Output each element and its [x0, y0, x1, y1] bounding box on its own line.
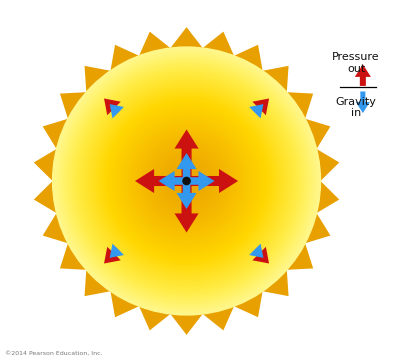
Circle shape [77, 72, 295, 290]
Circle shape [61, 56, 311, 306]
Circle shape [148, 143, 224, 219]
FancyArrowPatch shape [176, 184, 196, 209]
FancyArrowPatch shape [189, 171, 214, 191]
FancyArrowPatch shape [104, 98, 121, 115]
Circle shape [153, 148, 220, 214]
Circle shape [144, 139, 228, 223]
Polygon shape [34, 27, 339, 335]
Circle shape [97, 92, 275, 270]
Circle shape [95, 89, 277, 273]
FancyArrowPatch shape [135, 169, 183, 193]
FancyArrowPatch shape [158, 171, 183, 191]
Circle shape [180, 174, 193, 188]
Circle shape [79, 74, 293, 288]
Circle shape [86, 81, 286, 282]
Circle shape [75, 70, 297, 292]
Circle shape [168, 163, 204, 199]
Circle shape [106, 101, 266, 261]
Circle shape [90, 85, 282, 277]
Circle shape [104, 98, 268, 264]
Circle shape [59, 54, 313, 308]
Circle shape [166, 161, 206, 201]
Circle shape [99, 94, 273, 268]
Circle shape [110, 105, 262, 257]
Circle shape [128, 123, 244, 239]
Circle shape [66, 60, 306, 302]
Circle shape [135, 130, 237, 232]
Circle shape [155, 150, 217, 212]
Circle shape [133, 127, 240, 235]
Circle shape [121, 116, 251, 246]
Circle shape [115, 110, 257, 252]
Circle shape [108, 103, 264, 259]
Circle shape [164, 159, 208, 203]
FancyArrowPatch shape [104, 247, 121, 264]
Circle shape [146, 141, 226, 221]
Circle shape [101, 96, 271, 266]
FancyArrowPatch shape [189, 169, 238, 193]
Circle shape [137, 132, 235, 230]
Text: ©2014 Pearson Education, Inc.: ©2014 Pearson Education, Inc. [5, 351, 102, 356]
Circle shape [72, 67, 300, 295]
Circle shape [177, 172, 195, 190]
Circle shape [157, 152, 215, 210]
FancyArrowPatch shape [354, 64, 370, 86]
Circle shape [124, 118, 248, 244]
Circle shape [182, 177, 191, 185]
Circle shape [182, 177, 190, 185]
FancyArrowPatch shape [176, 153, 196, 178]
Circle shape [92, 87, 280, 275]
Circle shape [81, 76, 291, 286]
FancyArrowPatch shape [252, 98, 268, 115]
Circle shape [160, 154, 213, 208]
FancyArrowPatch shape [355, 92, 369, 113]
Circle shape [184, 179, 188, 183]
Circle shape [175, 170, 197, 192]
Text: Gravity
in: Gravity in [335, 97, 375, 118]
Circle shape [173, 168, 200, 194]
FancyArrowPatch shape [252, 247, 268, 264]
FancyArrowPatch shape [109, 104, 124, 118]
Circle shape [162, 156, 211, 206]
FancyArrowPatch shape [249, 244, 263, 258]
Circle shape [52, 47, 320, 315]
Circle shape [70, 65, 302, 297]
Circle shape [64, 58, 308, 304]
Circle shape [84, 78, 288, 284]
Circle shape [151, 145, 222, 217]
Circle shape [112, 107, 260, 255]
FancyArrowPatch shape [109, 244, 124, 258]
FancyArrowPatch shape [174, 184, 198, 232]
Text: Pressure
out: Pressure out [331, 52, 379, 74]
Circle shape [130, 125, 242, 237]
Circle shape [142, 136, 231, 226]
Circle shape [88, 83, 284, 279]
FancyArrowPatch shape [249, 104, 263, 118]
Circle shape [57, 51, 315, 311]
Circle shape [139, 134, 233, 228]
FancyArrowPatch shape [174, 130, 198, 178]
Circle shape [68, 63, 304, 299]
Circle shape [117, 112, 255, 250]
Circle shape [126, 121, 246, 241]
Circle shape [55, 49, 317, 313]
Circle shape [119, 114, 253, 248]
Circle shape [171, 165, 202, 197]
